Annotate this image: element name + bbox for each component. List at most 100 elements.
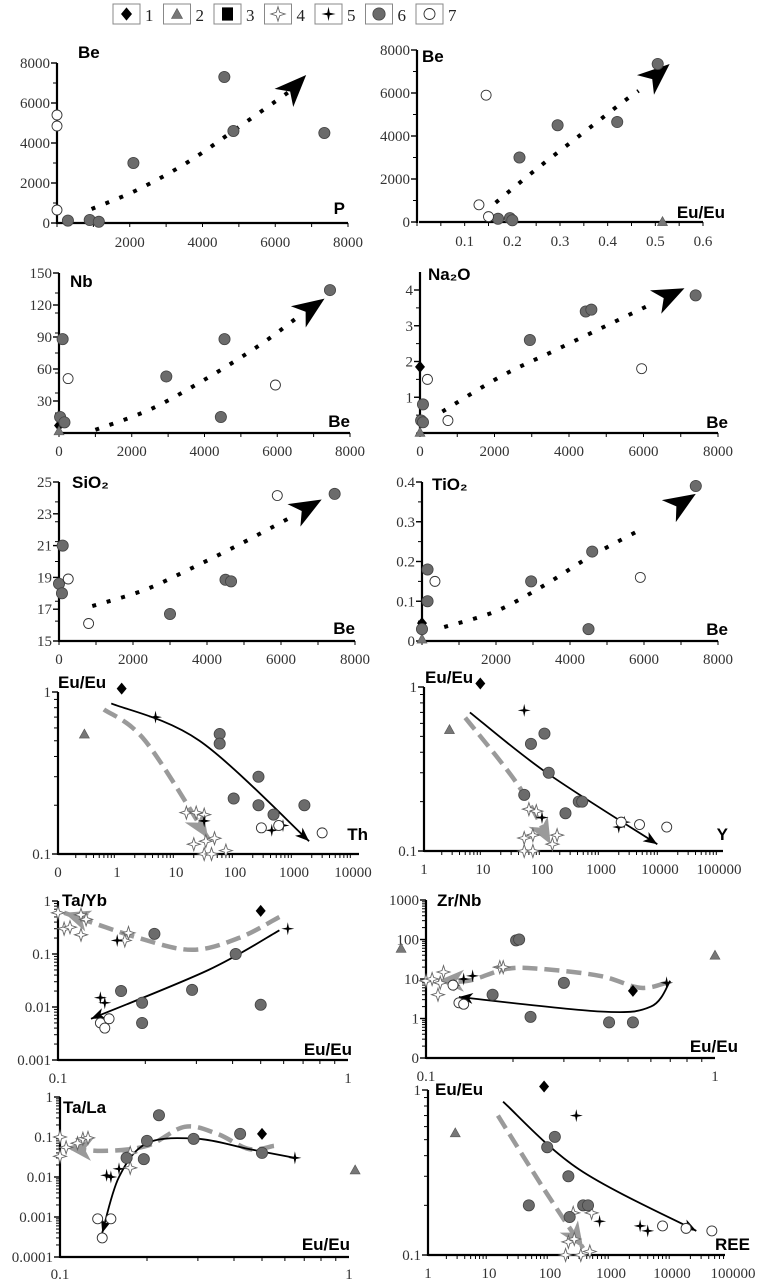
gray-circle-marker: [136, 1016, 149, 1029]
gray-circle-marker: [559, 807, 572, 820]
x-tick-label: 0.1: [455, 234, 474, 250]
gray-circle-marker: [328, 487, 341, 500]
y-axis-title: Eu/Eu: [425, 668, 473, 687]
trend-dotted: [443, 493, 696, 629]
series-4: [516, 801, 566, 859]
black-star-marker: [641, 1224, 655, 1238]
black-star-marker: [321, 6, 336, 22]
y-tick-label: 0.1: [396, 594, 415, 610]
x-tick-label: 0: [416, 444, 424, 460]
series-7: [255, 820, 328, 839]
x-tick-label: 0.1: [49, 1071, 68, 1087]
open-circle-marker: [92, 1213, 104, 1225]
black-star-marker: [197, 814, 211, 828]
series-4: [418, 959, 512, 1003]
triangle-marker: [416, 633, 428, 644]
legend-label: 5: [347, 6, 356, 25]
trend-dashed: [463, 716, 553, 846]
x-tick-label: 4000: [188, 235, 218, 251]
series-7: [94, 1013, 115, 1034]
open-star-marker: [52, 1129, 68, 1145]
open-circle-marker: [480, 89, 492, 101]
black-star-marker: [593, 1214, 607, 1228]
diamond-marker: [121, 7, 132, 21]
trend-line-solid: [469, 711, 658, 845]
y-axis-title: Nb: [70, 272, 93, 291]
x-tick-label: 1000: [596, 1266, 626, 1281]
open-star-marker: [435, 963, 452, 980]
open-star-marker: [73, 906, 90, 923]
x-tick-label: 100: [531, 862, 554, 878]
open-star-marker: [566, 1230, 583, 1247]
trend-dashed: [63, 910, 281, 953]
x-tick-label: 10: [169, 865, 184, 881]
y-axis-title: Ta/La: [63, 1098, 107, 1117]
x-tick-label: 1: [420, 862, 428, 878]
trend-dotted: [494, 63, 670, 205]
gray-circle-marker: [61, 214, 74, 227]
y-tick-label: 0.1: [32, 847, 51, 863]
series-2: [449, 1127, 461, 1138]
series-7: [657, 1220, 718, 1237]
open-star-marker: [79, 1129, 96, 1146]
black-star-marker: [281, 922, 295, 936]
open-star-marker: [549, 827, 566, 844]
trend-line-dashed: [102, 707, 210, 840]
gray-circle-marker: [55, 587, 68, 600]
open-star-marker: [50, 904, 66, 921]
square-marker: [222, 7, 233, 21]
gray-circle-marker: [214, 410, 227, 423]
gray-circle-marker: [522, 1199, 535, 1212]
y-tick-label: 30: [37, 394, 52, 410]
gray-circle-marker: [148, 927, 161, 940]
gray-circle-marker: [563, 1210, 576, 1223]
x-tick-label: 8000: [333, 235, 363, 251]
open-circle-marker: [255, 822, 267, 834]
gray-circle-marker: [651, 57, 664, 70]
open-circle-marker: [473, 199, 485, 211]
gray-circle-marker: [416, 416, 429, 429]
open-star-marker: [78, 911, 95, 928]
y-tick-label: 15: [37, 634, 52, 650]
series-7: [62, 373, 281, 391]
legend-label: 7: [448, 6, 457, 25]
series-7: [422, 363, 648, 426]
chart-panel-3: 0 2000 4000 6000 8000 30 60 90 120 150 Nb Be: [30, 266, 366, 460]
trend-solid: [502, 1100, 697, 1232]
open-circle-marker: [51, 120, 63, 132]
x-tick-label: 2000: [115, 235, 145, 251]
arrowhead-icon: [636, 63, 670, 95]
series-7: [92, 1213, 117, 1244]
open-star-marker: [544, 836, 561, 853]
y-tick-label: 0.1: [32, 947, 51, 963]
legend-label: 4: [297, 6, 306, 25]
series-5: [569, 1109, 655, 1238]
legend-label: 3: [246, 6, 255, 25]
y-tick-label: 1000: [389, 893, 419, 909]
series-7: [429, 571, 646, 587]
y-tick-label: 0.1: [398, 844, 417, 860]
series-6: [518, 727, 589, 820]
y-tick-label: 0.001: [19, 1210, 53, 1226]
open-circle-marker: [615, 816, 627, 828]
gray-circle-marker: [542, 766, 555, 779]
y-tick-label: 1: [412, 1012, 420, 1028]
y-tick-label: 6000: [380, 86, 410, 102]
series-6: [115, 927, 267, 1029]
gray-circle-marker: [586, 545, 599, 558]
open-star-marker: [520, 801, 537, 818]
gray-circle-marker: [541, 1141, 554, 1154]
gray-circle-marker: [115, 985, 128, 998]
gray-circle-marker: [525, 575, 538, 588]
x-tick-label: 1: [711, 1069, 719, 1085]
gray-circle-marker: [318, 127, 331, 140]
series-7: [615, 816, 673, 833]
gray-circle-marker: [689, 479, 702, 492]
series-6: [486, 933, 639, 1029]
gray-circle-marker: [213, 737, 226, 750]
x-tick-label: 10000: [641, 862, 679, 878]
series-2: [53, 425, 65, 436]
open-circle-marker: [271, 490, 283, 501]
chart-panel-1: 2000 4000 6000 8000 0 2000 4000 6000 8000 Be P: [20, 43, 363, 251]
